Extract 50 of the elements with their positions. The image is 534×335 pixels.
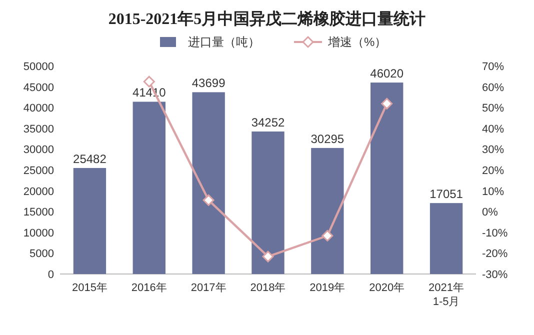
y2-tick-label: 60%	[482, 82, 504, 94]
y-tick-label: 5000	[30, 248, 54, 260]
x-tick-label: 2019年	[310, 282, 346, 294]
y2-tick-label: 0%	[482, 206, 498, 219]
point	[262, 250, 274, 262]
y-tick-label: 20000	[23, 186, 54, 198]
legend-label: 增速（%）	[327, 35, 387, 49]
y-tick-label: 45000	[23, 82, 54, 94]
bar	[311, 148, 344, 274]
point	[143, 76, 155, 88]
y2-tick-label: 70%	[482, 61, 504, 73]
data-label: 30295	[310, 132, 344, 146]
y-tick-label: 35000	[23, 123, 54, 136]
bar	[192, 92, 225, 274]
data-label: 25482	[73, 152, 107, 166]
data-label: 34252	[251, 116, 286, 130]
x-tick-label: 2021年 1-5月	[428, 282, 464, 308]
x-tick-label: 2020年	[369, 282, 405, 294]
chart-title: 2015-2021年5月中国异戊二烯橡胶进口量统计	[108, 10, 426, 28]
bar	[252, 132, 284, 274]
bar	[430, 203, 463, 274]
point	[381, 98, 393, 110]
y2-tick-label: 10%	[482, 186, 504, 198]
x-tick-label: 2017年	[190, 282, 226, 294]
y2-tick-label: 40%	[482, 123, 504, 136]
y-tick-label: 50000	[23, 61, 54, 73]
x-tick-label: 2018年	[250, 282, 286, 294]
y2-tick-label: 30%	[482, 144, 504, 156]
y-tick-label: 10000	[23, 227, 54, 240]
x-tick-label: 2016年	[131, 282, 167, 294]
bar	[370, 82, 404, 274]
data-label: 46020	[370, 66, 404, 81]
y-tick-label: 25000	[23, 165, 54, 177]
y2-tick-label: -20%	[482, 248, 508, 260]
point	[322, 230, 334, 242]
y-tick-label: 40000	[23, 102, 54, 115]
y-tick-label: 15000	[23, 206, 54, 219]
y-tick-label: 0	[48, 269, 54, 281]
y2-tick-label: 50%	[482, 102, 504, 115]
y-tick-label: 30000	[23, 144, 54, 156]
legend-label: 进口量（吨）	[188, 35, 260, 49]
bar	[73, 168, 106, 274]
data-label: 17051	[430, 187, 464, 202]
y2-tick-label: -10%	[482, 227, 508, 240]
y2-tick-label: -30%	[482, 269, 508, 281]
data-label: 43699	[192, 76, 226, 90]
bar	[132, 102, 166, 274]
y2-tick-label: 20%	[482, 165, 504, 177]
point	[202, 194, 214, 206]
x-tick-label: 2015年	[72, 282, 108, 294]
